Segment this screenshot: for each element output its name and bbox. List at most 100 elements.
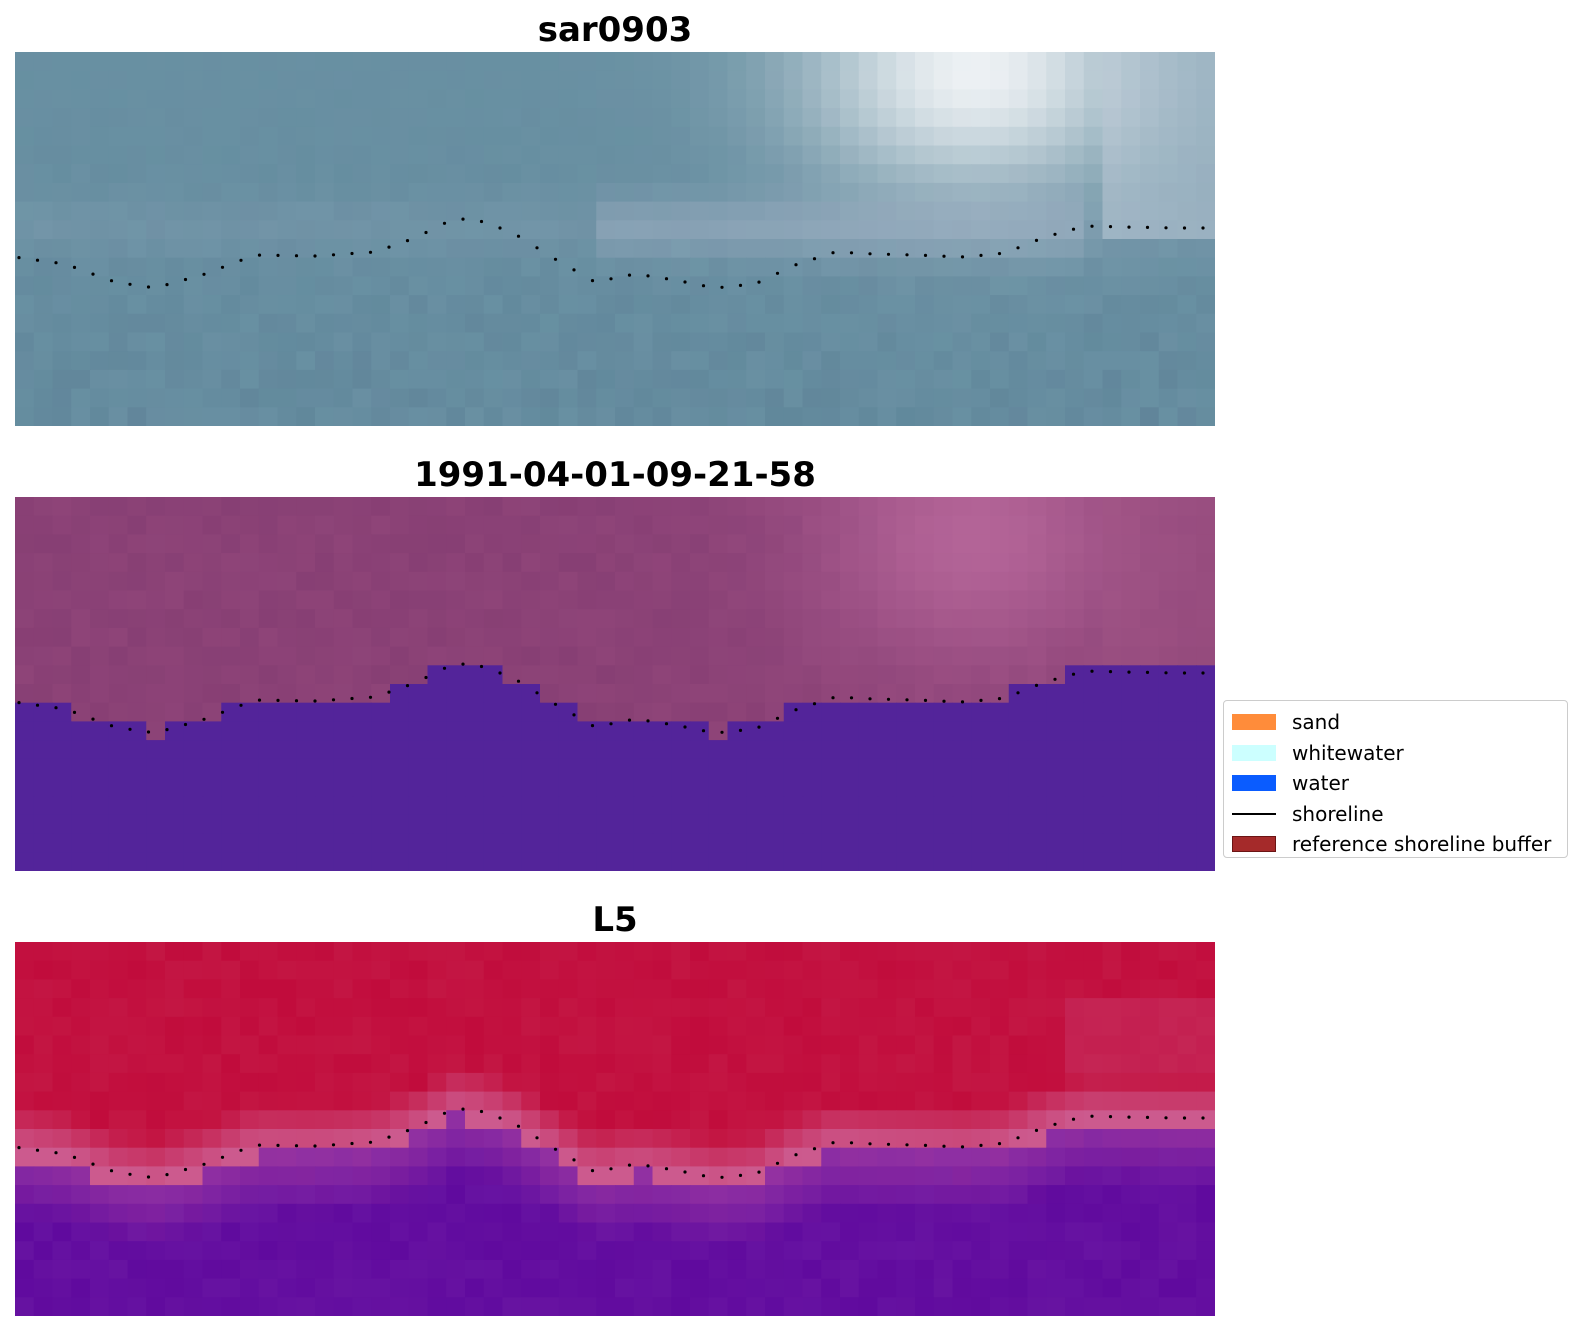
shoreline-point xyxy=(609,277,613,281)
shoreline-point xyxy=(1108,1115,1113,1119)
shoreline-point xyxy=(109,279,114,283)
shoreline-point xyxy=(868,252,872,256)
shoreline-point xyxy=(331,698,336,702)
classification-pixels xyxy=(15,497,1215,871)
shoreline-point xyxy=(1127,225,1131,229)
shoreline-point xyxy=(701,284,706,288)
shoreline-point xyxy=(165,1173,169,1177)
shoreline-point xyxy=(627,1163,632,1167)
shoreline-point xyxy=(646,1164,650,1168)
shoreline-point xyxy=(405,684,410,688)
shoreline-point xyxy=(257,698,262,702)
shoreline-point xyxy=(1034,1128,1039,1132)
shoreline-point xyxy=(831,251,835,255)
shoreline-point xyxy=(757,725,761,729)
shoreline-point xyxy=(923,698,928,702)
shoreline-point xyxy=(202,272,206,276)
shoreline-point xyxy=(572,1158,576,1162)
shoreline-point xyxy=(350,251,354,256)
shoreline-point xyxy=(442,1111,447,1115)
shoreline-point xyxy=(1090,669,1094,673)
shoreline-point xyxy=(387,245,391,249)
shoreline-point xyxy=(442,666,447,670)
shoreline-point xyxy=(701,1174,706,1178)
shoreline-point xyxy=(553,1147,558,1151)
shoreline-point xyxy=(72,265,77,269)
shoreline-point xyxy=(350,696,354,701)
water-swatch xyxy=(1232,775,1276,792)
shoreline-point xyxy=(868,1142,872,1146)
shoreline-point xyxy=(220,710,225,714)
shoreline-point xyxy=(942,254,946,258)
shoreline-point xyxy=(664,722,669,726)
shoreline-point xyxy=(572,268,576,272)
shoreline-point xyxy=(109,1169,114,1173)
shoreline-point xyxy=(923,1143,928,1147)
shoreline-point xyxy=(1016,1136,1020,1140)
shoreline-point xyxy=(979,253,983,257)
shoreline-point xyxy=(646,719,650,723)
shoreline-point xyxy=(498,1116,502,1120)
shoreline-point xyxy=(886,252,891,256)
whitewater-swatch xyxy=(1232,744,1276,761)
shoreline-point xyxy=(1034,238,1039,242)
shoreline-point xyxy=(683,1170,687,1174)
shoreline-point xyxy=(183,277,188,282)
shoreline-point xyxy=(1145,1115,1150,1119)
shoreline-point xyxy=(664,277,669,281)
shoreline-point xyxy=(368,250,373,254)
shoreline-point xyxy=(1090,224,1094,228)
shoreline-point xyxy=(905,1143,909,1147)
shoreline-point xyxy=(942,699,946,703)
shoreline-point xyxy=(775,716,780,720)
shoreline-point xyxy=(146,285,151,289)
shoreline-point xyxy=(960,255,965,259)
shoreline-point xyxy=(1108,225,1113,229)
legend-label-whitewater: whitewater xyxy=(1292,740,1404,765)
shoreline-point xyxy=(1201,671,1205,675)
shoreline-point xyxy=(849,1141,854,1145)
shoreline-point xyxy=(1034,683,1039,687)
shoreline-point xyxy=(812,702,817,706)
shoreline-point xyxy=(424,1120,428,1125)
panel-title-sar: sar0903 xyxy=(537,10,693,50)
legend-item-sand: sand xyxy=(1232,707,1559,738)
legend-label-water: water xyxy=(1292,771,1349,796)
shoreline-point xyxy=(313,254,317,258)
shoreline-point xyxy=(405,239,410,243)
shoreline-point xyxy=(313,699,317,703)
shoreline-point xyxy=(868,697,872,701)
shoreline-point xyxy=(812,257,817,261)
shoreline-point xyxy=(72,710,77,714)
shoreline-point xyxy=(849,251,854,255)
shoreline-point xyxy=(424,230,428,235)
shoreline-point xyxy=(368,1140,373,1144)
shoreline-point xyxy=(664,1167,669,1171)
shoreline-point xyxy=(461,217,465,221)
shoreline-point xyxy=(405,1129,410,1133)
l5-image-panel xyxy=(15,942,1215,1316)
shoreline-point xyxy=(479,664,484,669)
shoreline-point xyxy=(220,265,225,269)
shoreline-point xyxy=(128,1172,132,1176)
shoreline-point xyxy=(1071,227,1076,231)
shoreline-point xyxy=(609,722,613,726)
shoreline-point xyxy=(553,257,558,261)
shoreline-point xyxy=(738,1173,743,1177)
shoreline-dots xyxy=(17,217,1205,289)
shoreline-point xyxy=(720,1175,724,1179)
shoreline-point xyxy=(1201,226,1205,230)
shoreline-point xyxy=(1108,670,1113,674)
shoreline-point xyxy=(276,1143,280,1147)
shoreline-point xyxy=(202,717,206,721)
shoreline-point xyxy=(1127,1115,1131,1119)
shoreline-point xyxy=(535,691,539,695)
shoreline-point xyxy=(960,1145,965,1149)
shoreline-point xyxy=(831,1141,835,1145)
shoreline-point xyxy=(1182,226,1187,230)
shoreline-point xyxy=(572,713,576,717)
classification-image-panel xyxy=(15,497,1215,871)
legend-item-water: water xyxy=(1232,768,1559,799)
classification-image xyxy=(15,497,1215,871)
shoreline-point xyxy=(239,258,243,262)
